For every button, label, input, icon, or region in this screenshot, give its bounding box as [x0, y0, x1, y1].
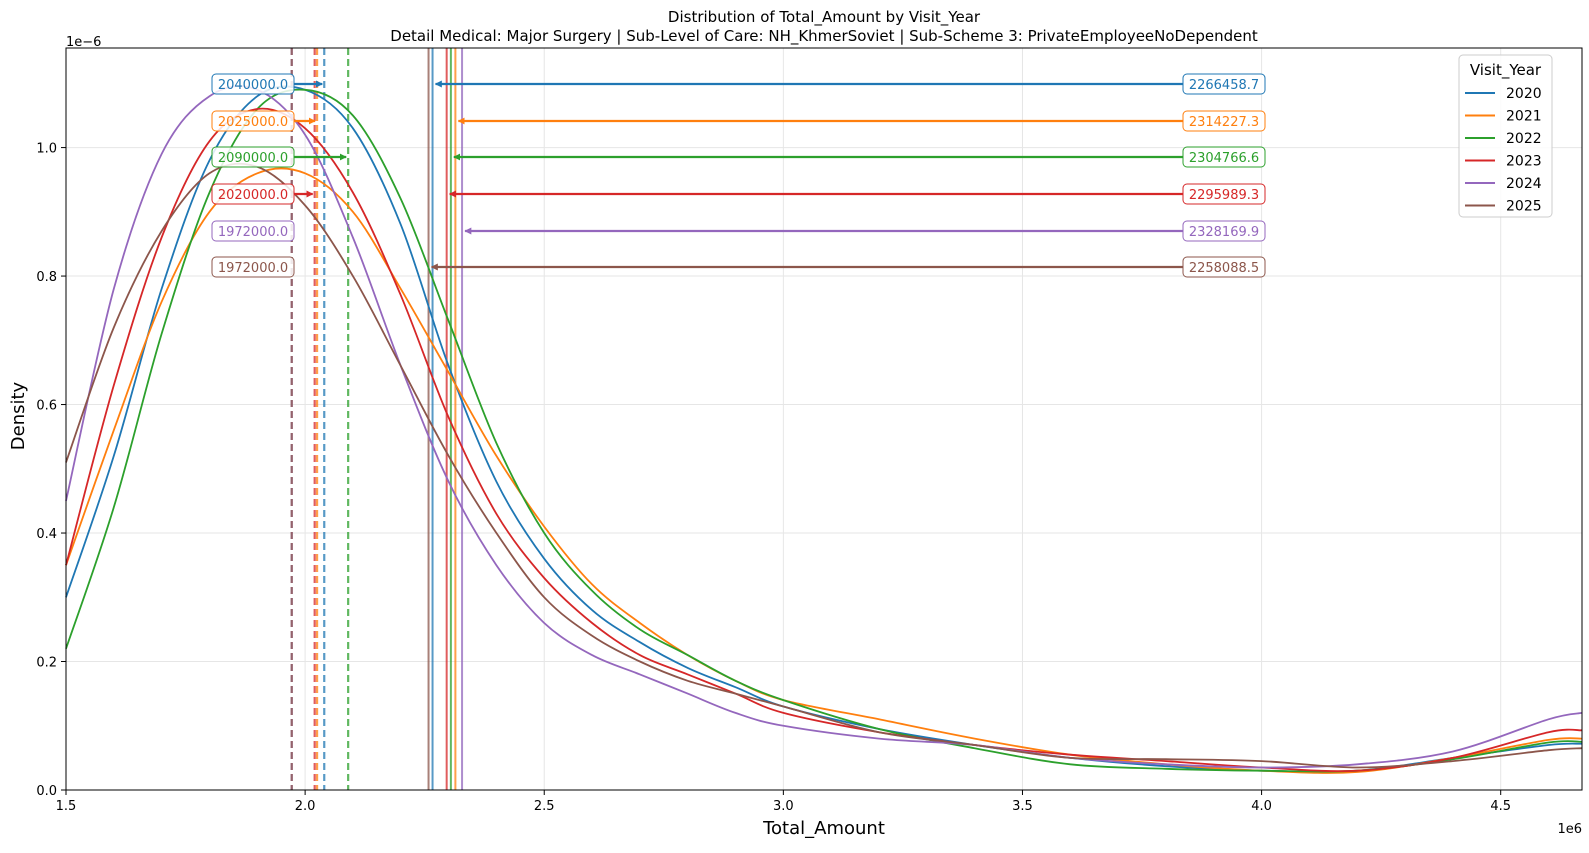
median-label-box-2025	[211, 256, 295, 278]
x-axis-label: Total_Amount	[762, 818, 885, 839]
y-tick-label: 0.4	[36, 527, 57, 542]
x-tick-label: 3.5	[1012, 799, 1033, 814]
axis-ticks: 1.5 2.0 2.5 3.0 3.5 4.0 4.5 0.0 0.2 0.4 0.6 0.8 1.0	[36, 142, 1511, 814]
legend-label-2021: 2021	[1506, 109, 1542, 125]
mean-label-box-2021	[1182, 110, 1266, 132]
x-tick-label: 2.5	[534, 799, 555, 814]
mean-label-2023: 2295989.3	[1189, 188, 1259, 203]
plot-frame	[65, 47, 1583, 791]
x-tick-label: 1.5	[56, 799, 77, 814]
mean-label-2025: 2258088.5	[1189, 261, 1259, 276]
median-label-2020: 2040000.0	[218, 78, 288, 93]
legend-label-2022: 2022	[1506, 131, 1542, 147]
y-axis-label: Density	[8, 381, 29, 450]
legend-label-2024: 2024	[1506, 176, 1542, 192]
y-tick-label: 0.2	[36, 656, 57, 671]
legend-label-2023: 2023	[1506, 154, 1542, 170]
density-curve-2023	[65, 107, 1583, 773]
mean-label-box-2025	[1182, 256, 1266, 278]
x-tick-label: 4.0	[1251, 799, 1272, 814]
median-label-2022: 2090000.0	[218, 151, 288, 166]
density-curve-2025	[65, 162, 1583, 769]
legend-title: Visit_Year	[1470, 61, 1542, 80]
y-tick-label: 0.6	[36, 399, 57, 414]
median-label-2025: 1972000.0	[218, 261, 288, 276]
mean-label-box-2020	[1182, 73, 1266, 95]
mean-label-box-2024	[1182, 220, 1266, 242]
mean-label-2021: 2314227.3	[1189, 115, 1259, 130]
x-offset-label: 1e6	[1557, 822, 1582, 837]
density-curve-2022	[65, 88, 1583, 773]
y-offset-label: 1e−6	[66, 35, 101, 50]
mean-label-box-2022	[1182, 146, 1266, 168]
legend-label-2025: 2025	[1506, 199, 1542, 215]
legend-box	[1458, 54, 1553, 218]
chart-title: Distribution of Total_Amount by Visit_Ye…	[668, 8, 981, 27]
x-tick-label: 3.0	[773, 799, 794, 814]
annotations: 2040000.0 2266458.7 2025000.0 2314227.3 2090…	[211, 73, 1266, 278]
mean-label-2024: 2328169.9	[1189, 225, 1259, 240]
reference-lines	[290, 48, 464, 790]
y-tick-label: 0.8	[36, 270, 57, 285]
grid-lines	[65, 48, 1582, 791]
x-tick-label: 4.5	[1490, 799, 1511, 814]
y-tick-label: 1.0	[36, 142, 57, 157]
legend: Visit_Year 2020 2021 2022 2023 2024 2025	[1458, 54, 1553, 218]
legend-label-2020: 2020	[1506, 86, 1542, 102]
median-label-2023: 2020000.0	[218, 188, 288, 203]
mean-label-2020: 2266458.7	[1189, 78, 1259, 93]
median-label-2021: 2025000.0	[218, 115, 288, 130]
mean-label-2022: 2304766.6	[1189, 151, 1259, 166]
median-label-2024: 1972000.0	[218, 225, 288, 240]
median-label-box-2024	[211, 220, 295, 242]
chart-subtitle: Detail Medical: Major Surgery | Sub-Leve…	[390, 27, 1258, 46]
y-tick-label: 0.0	[36, 784, 57, 799]
x-tick-label: 2.0	[295, 799, 316, 814]
mean-label-box-2023	[1182, 183, 1266, 205]
